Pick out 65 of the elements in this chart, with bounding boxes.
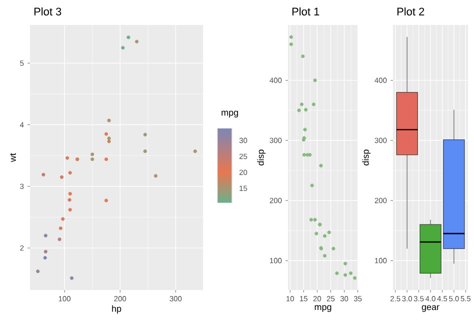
point: [344, 262, 348, 266]
x-axis-title: hp: [112, 305, 122, 314]
point: [303, 128, 307, 132]
point: [348, 271, 353, 276]
y-axis-title: wt: [10, 153, 16, 162]
point: [68, 192, 72, 196]
point: [58, 238, 62, 242]
point: [104, 132, 108, 136]
point: [107, 118, 111, 122]
point: [314, 232, 318, 236]
point: [193, 149, 197, 154]
x-axis-title: mpg: [314, 305, 332, 312]
point: [154, 174, 158, 178]
y-axis-title: disp: [362, 150, 371, 166]
point: [121, 46, 125, 50]
point: [308, 153, 312, 157]
point: [143, 132, 147, 136]
point: [90, 152, 94, 156]
point: [66, 156, 70, 160]
point: [327, 230, 331, 234]
point: [322, 254, 327, 258]
point: [301, 54, 305, 58]
point: [44, 234, 48, 238]
point: [319, 164, 323, 168]
point: [300, 102, 304, 106]
point: [313, 218, 317, 222]
point: [309, 218, 314, 222]
point: [304, 108, 308, 112]
point: [58, 226, 62, 230]
point: [42, 172, 46, 176]
point: [43, 256, 47, 260]
point: [44, 250, 48, 254]
point: [332, 246, 336, 250]
point: [312, 102, 316, 106]
point: [313, 78, 317, 82]
point: [353, 276, 357, 280]
point: [322, 234, 327, 238]
point: [61, 217, 65, 221]
chart-title: Plot 1: [292, 7, 320, 16]
point: [335, 271, 339, 276]
point: [68, 208, 72, 212]
point: [104, 198, 108, 202]
point: [60, 175, 64, 179]
point: [36, 270, 40, 274]
point: [90, 157, 94, 162]
point: [289, 35, 293, 39]
point: [297, 108, 301, 112]
point: [68, 198, 72, 202]
point: [134, 40, 139, 44]
chart-title: Plot 2: [397, 7, 424, 16]
point: [107, 140, 111, 144]
color-bar-title: mpg: [222, 110, 238, 118]
point: [70, 276, 74, 280]
point: [302, 153, 306, 157]
point: [310, 184, 314, 188]
point: [289, 42, 293, 46]
point: [143, 149, 147, 154]
point: [68, 171, 72, 175]
point: [107, 136, 111, 140]
chart-title: Plot 3: [34, 7, 62, 16]
x-axis-title: gear: [422, 305, 440, 312]
point: [126, 36, 130, 40]
y-axis-title: disp: [257, 150, 266, 166]
point: [344, 273, 348, 277]
point: [104, 157, 108, 162]
